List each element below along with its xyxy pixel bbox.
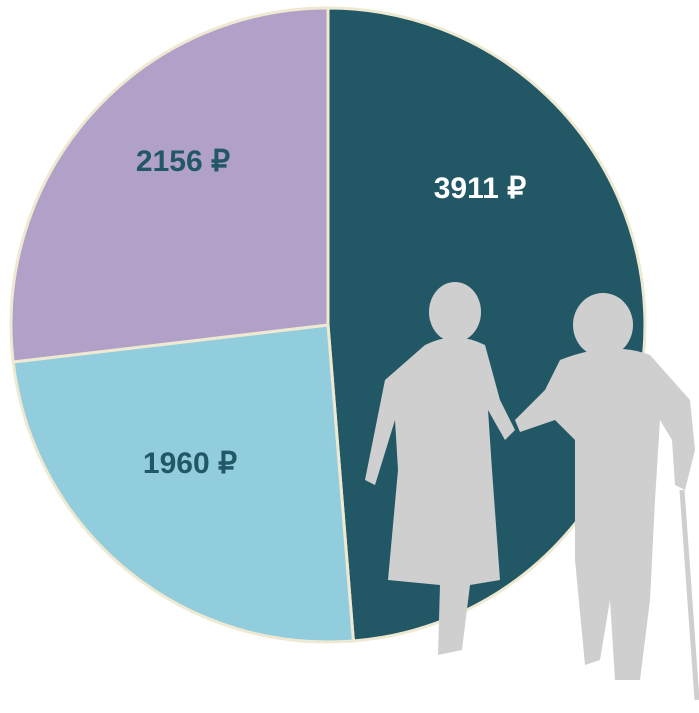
elderly-couple-silhouette	[365, 282, 699, 701]
pie-slice	[9, 6, 330, 364]
pie-slice	[11, 323, 356, 644]
pie	[9, 6, 647, 644]
value-labels: 3911 ₽ 1960 ₽ 2156 ₽	[136, 145, 526, 480]
value-label: 3911 ₽	[434, 172, 527, 205]
value-label: 1960 ₽	[143, 447, 237, 480]
value-label: 2156 ₽	[136, 145, 230, 178]
